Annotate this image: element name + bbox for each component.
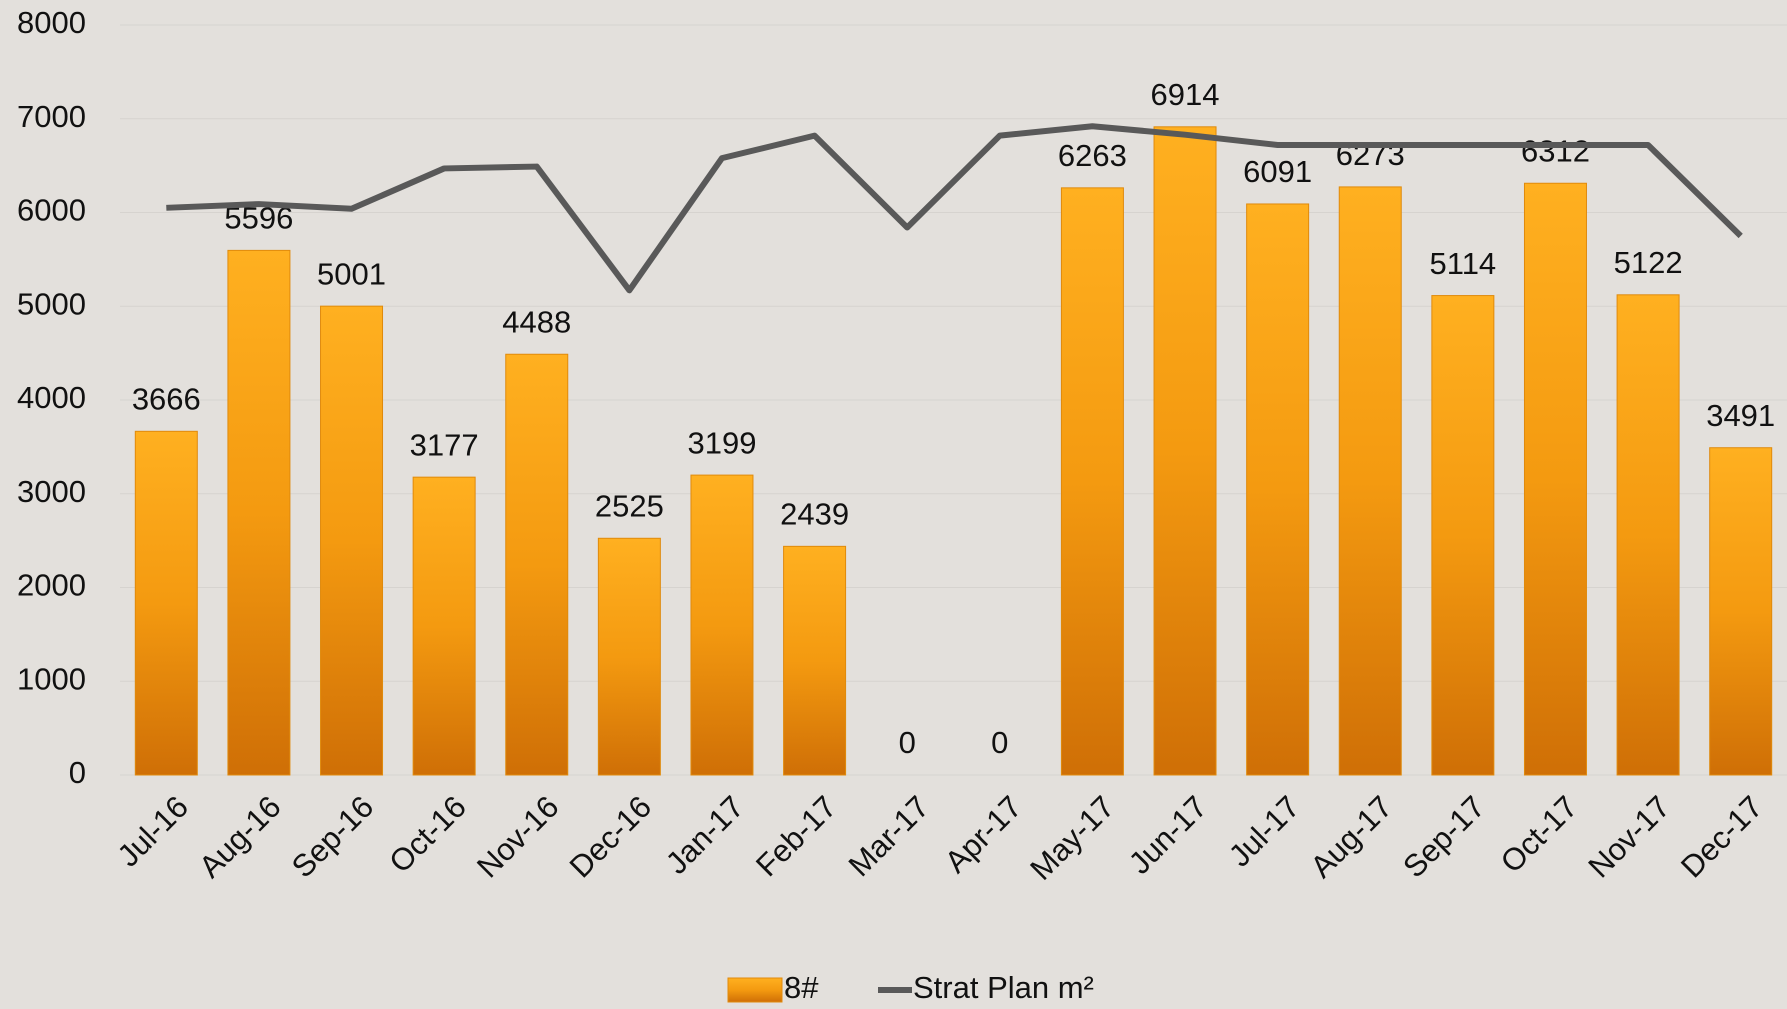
bar [412,476,476,776]
bar [1246,203,1310,776]
x-tick-label: Mar-17 [842,789,936,883]
bar [1060,187,1124,776]
x-tick-label: Nov-17 [1581,789,1676,884]
data-label: 2525 [595,488,664,523]
x-tick-label: Jul-17 [1222,789,1306,873]
bar [227,249,291,776]
x-tick-label: Aug-17 [1304,789,1399,884]
data-label: 6914 [1151,77,1220,112]
y-tick-label: 3000 [17,474,86,509]
bar [1338,186,1402,776]
x-tick-label: Jan-17 [659,789,751,881]
x-tick-label: Sep-16 [285,789,380,884]
y-tick-label: 5000 [17,286,86,321]
x-tick-label: Oct-17 [1494,789,1585,880]
bar [1431,295,1495,776]
x-tick-label: Feb-17 [749,789,843,883]
legend-label: 8# [784,970,819,1005]
data-label: 0 [899,725,916,760]
bar [505,353,569,776]
y-tick-label: 7000 [17,99,86,134]
y-tick-label: 6000 [17,193,86,228]
bar [1523,182,1587,776]
data-label: 2439 [780,497,849,532]
bar [1153,126,1217,776]
data-label: 3666 [132,382,201,417]
data-label: 0 [991,725,1008,760]
x-tick-label: Nov-16 [470,789,565,884]
bar [1709,447,1773,776]
bar [134,430,198,776]
bar [597,537,661,776]
y-tick-label: 8000 [17,5,86,40]
data-label: 3491 [1706,398,1775,433]
x-tick-label: Jun-17 [1122,789,1214,881]
data-label: 5114 [1430,246,1497,281]
bar [320,305,384,776]
bar [1616,294,1680,776]
data-label: 6263 [1058,138,1127,173]
y-tick-label: 0 [69,755,86,790]
data-label: 6312 [1521,133,1590,168]
line [166,123,1743,294]
legend-swatch [727,977,783,1003]
y-tick-label: 4000 [17,380,86,415]
x-tick-label: Oct-16 [382,789,473,880]
data-label: 5122 [1614,245,1683,280]
x-tick-label: Aug-16 [192,789,287,884]
x-tick-label: Apr-17 [938,789,1029,880]
bar [783,545,847,776]
data-label: 3199 [687,425,756,460]
data-label: 4488 [502,304,571,339]
data-label: 3177 [410,427,479,462]
x-tick-label: Sep-17 [1396,789,1491,884]
y-tick-label: 2000 [17,568,86,603]
x-tick-label: May-17 [1023,789,1121,887]
data-label: 6091 [1243,154,1312,189]
y-tick-label: 1000 [17,661,86,696]
bar [690,474,754,776]
x-tick-label: Dec-17 [1674,789,1769,884]
legend-label: Strat Plan m² [913,970,1094,1005]
x-tick-label: Jul-16 [111,789,195,873]
data-label: 5001 [317,256,386,291]
x-tick-label: Dec-16 [563,789,658,884]
